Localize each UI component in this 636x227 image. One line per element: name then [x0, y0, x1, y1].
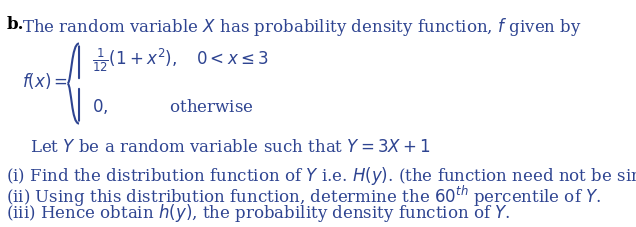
Text: (ii) Using this distribution function, determine the $60^{th}$ percentile of $Y$: (ii) Using this distribution function, d… — [6, 184, 602, 209]
Text: The random variable $X$ has probability density function, $f$ given by: The random variable $X$ has probability … — [22, 16, 581, 38]
Text: $0, \qquad\quad\;$ otherwise: $0, \qquad\quad\;$ otherwise — [92, 97, 253, 116]
Text: (iii) Hence obtain $h(y)$, the probability density function of $Y$.: (iii) Hence obtain $h(y)$, the probabili… — [6, 202, 511, 224]
Text: Let $Y$ be a random variable such that $Y = 3X + 1$: Let $Y$ be a random variable such that $… — [30, 139, 431, 156]
Text: $\frac{1}{12}(1+x^2), \quad 0 < x \leq 3$: $\frac{1}{12}(1+x^2), \quad 0 < x \leq 3… — [92, 47, 268, 74]
Text: (i) Find the distribution function of $Y$ i.e. $H(y)$. (the function need not be: (i) Find the distribution function of $Y… — [6, 165, 636, 187]
Text: $f(x) = $: $f(x) = $ — [22, 72, 69, 91]
Text: b.: b. — [6, 16, 24, 33]
